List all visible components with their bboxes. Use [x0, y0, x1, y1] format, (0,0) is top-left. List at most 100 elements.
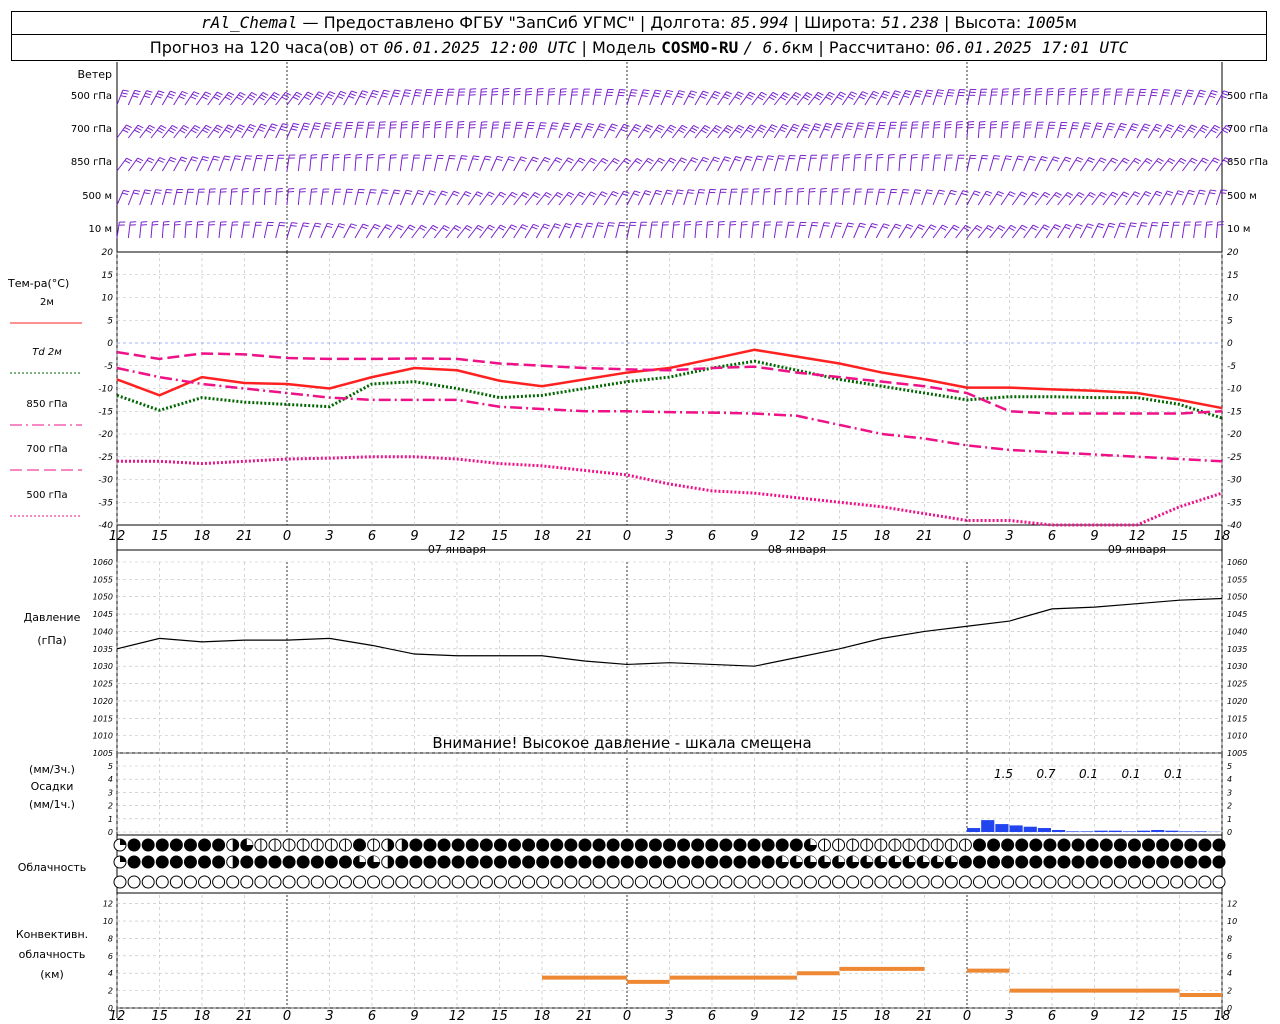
wind-barb-shaft	[751, 222, 754, 239]
wind-barb-flag	[1121, 160, 1128, 164]
cloud-full-icon	[141, 838, 155, 852]
wind-barb-flag	[695, 223, 703, 226]
wind-barb	[1204, 157, 1220, 172]
precip-bar	[1122, 831, 1136, 832]
precip-annotation: 0.1	[1079, 767, 1098, 781]
wind-barb-flag	[262, 92, 269, 96]
wind-barb-shaft	[989, 155, 995, 172]
wind-barb	[909, 224, 925, 239]
cloud-full-icon	[1071, 838, 1085, 852]
wind-barb	[660, 124, 677, 139]
wind-barb	[762, 221, 771, 239]
wind-barb-flag	[406, 189, 413, 192]
wind-barb-flag	[914, 95, 921, 98]
wind-barb-shaft	[581, 123, 589, 139]
cloud-full-icon	[451, 855, 465, 869]
wind-barb-flag	[1073, 122, 1080, 124]
wind-barb	[309, 154, 318, 172]
wind-barb	[1068, 192, 1085, 206]
x-tick-label-bottom: 21	[236, 1009, 253, 1024]
wind-barb-flag	[1224, 127, 1230, 132]
cloud-full-icon	[606, 838, 620, 852]
wind-barb-flag	[381, 192, 388, 194]
wind-barb	[1113, 157, 1130, 172]
wind-barb-flag	[435, 120, 442, 123]
wind-barb-flag	[412, 126, 419, 129]
cloud-full-icon	[493, 838, 507, 852]
wind-barb	[286, 91, 303, 106]
wind-barb-flag	[907, 223, 914, 228]
precip-bar	[1009, 825, 1023, 832]
wind-barb-flag	[803, 126, 810, 129]
wind-barb	[411, 224, 427, 239]
wind-barb-flag	[635, 124, 642, 128]
wind-barb-shaft	[717, 189, 722, 206]
temp-ytick-label: 5	[107, 316, 113, 326]
wind-barb-flag	[1210, 189, 1217, 192]
wind-barb-shaft	[977, 89, 982, 106]
wind-barb-shaft	[830, 155, 834, 172]
cloud-cover-icon	[817, 838, 831, 852]
wind-barb-flag	[273, 91, 280, 96]
x-tick-label-bottom: 9	[750, 1009, 758, 1024]
cloud-cover-icon	[1184, 875, 1198, 889]
wind-barb-flag	[824, 125, 831, 129]
wind-barb-flag	[236, 96, 243, 101]
wind-barb-flag	[1088, 157, 1095, 161]
x-tick-label-bottom: 15	[831, 1009, 848, 1024]
wind-barb	[785, 92, 802, 106]
wind-barb-flag	[1088, 194, 1094, 199]
wind-barb-flag	[1043, 224, 1050, 228]
cloud-cover-icon	[832, 838, 846, 852]
conv-title: Конвективн.	[16, 928, 88, 941]
cloud-full-icon	[1198, 855, 1212, 869]
wind-barb	[796, 154, 807, 172]
wind-barb-shaft	[1102, 89, 1106, 106]
wind-barb-flag	[1100, 157, 1107, 161]
wind-title: Ветер	[78, 68, 112, 81]
wind-barb-shaft	[513, 89, 516, 106]
wind-barb-flag	[976, 224, 983, 229]
cloud-clear-icon	[113, 875, 127, 889]
wind-barb-flag	[1042, 194, 1049, 198]
wind-barb	[377, 89, 390, 106]
wind-barb-flag	[802, 96, 809, 101]
wind-barb-flag	[813, 125, 820, 129]
cloud-cover-icon	[451, 875, 465, 889]
wind-barb-flag	[525, 90, 532, 93]
wind-barb-shaft	[411, 155, 415, 172]
wind-barb-flag	[681, 124, 688, 129]
wind-barb	[830, 154, 839, 172]
wind-barb-flag	[1202, 157, 1209, 162]
wind-barb-flag	[679, 90, 686, 93]
latitude-label: Широта:	[804, 13, 877, 32]
wind-barb-flag	[633, 126, 640, 130]
wind-barb	[184, 156, 199, 172]
wind-barb-shaft	[762, 189, 765, 206]
cloud-cover-icon	[747, 875, 761, 889]
wind-barb	[1170, 89, 1183, 106]
wind-barb-flag	[1188, 189, 1195, 193]
cloud-full-icon	[733, 855, 747, 869]
wind-barb-flag	[181, 90, 188, 95]
cloud-mostly-cut	[796, 856, 803, 862]
cloud-clear-icon	[141, 875, 155, 889]
wind-barb-flag	[766, 158, 774, 161]
wind-barb	[955, 154, 965, 172]
wind-barb	[116, 89, 129, 106]
wind-barb-flag	[869, 122, 876, 124]
cloud-full-icon	[958, 855, 972, 869]
wind-barb	[558, 223, 572, 239]
wind-barb	[331, 223, 346, 239]
cloud-cover-icon	[677, 875, 691, 889]
wind-barb-flag	[749, 91, 756, 96]
wind-barb-flag	[550, 127, 557, 130]
wind-barb	[1215, 221, 1224, 239]
wind-barb	[819, 188, 827, 206]
wind-barb-flag	[193, 91, 200, 95]
wind-barb	[320, 91, 336, 106]
wind-barb-flag	[1097, 225, 1104, 229]
cloud-cover-icon	[747, 838, 761, 852]
precip-ytick-label: 3	[108, 788, 113, 797]
wind-barb-shaft	[1045, 156, 1055, 172]
